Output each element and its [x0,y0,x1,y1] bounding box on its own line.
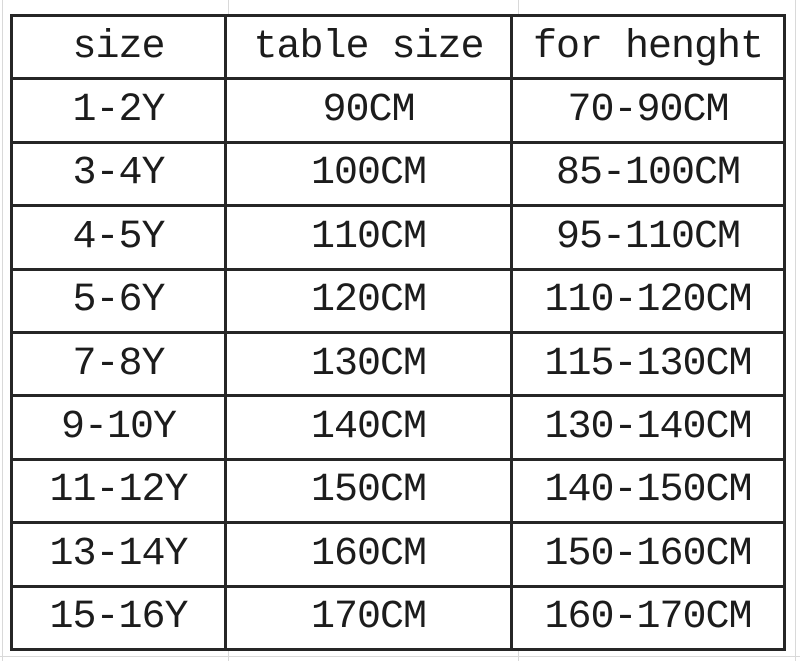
cell-table-size: 130CM [224,330,513,398]
cell-size: 13-14Y [10,521,227,588]
cell-size: 15-16Y [10,584,227,651]
cell-for-height: 115-130CM [510,330,786,398]
size-chart-table: size table size for henght 1-2Y 90CM 70-… [10,13,786,651]
cell-table-size: 100CM [224,140,513,208]
background-gridline [795,0,796,661]
cell-for-height: 160-170CM [510,584,786,651]
header-row: size table size for henght [10,13,786,81]
cell-table-size: 110CM [224,204,513,271]
cell-size: 3-4Y [10,140,227,208]
cell-table-size: 140CM [224,394,513,461]
cell-size: 9-10Y [10,394,227,461]
table-row: 15-16Y 170CM 160-170CM [10,584,786,651]
cell-for-height: 95-110CM [510,204,786,271]
cell-for-height: 85-100CM [510,140,786,208]
cell-table-size: 170CM [224,584,513,651]
cell-for-height: 130-140CM [510,394,786,461]
cell-size: 4-5Y [10,204,227,271]
cell-size: 7-8Y [10,330,227,398]
table-row: 3-4Y 100CM 85-100CM [10,140,786,208]
cell-table-size: 160CM [224,521,513,588]
table-row: 1-2Y 90CM 70-90CM [10,77,786,144]
column-header-table-size: table size [224,13,513,81]
cell-table-size: 150CM [224,457,513,525]
cell-size: 1-2Y [10,77,227,144]
table-row: 7-8Y 130CM 115-130CM [10,330,786,398]
cell-table-size: 90CM [224,77,513,144]
table-row: 9-10Y 140CM 130-140CM [10,394,786,461]
cell-for-height: 140-150CM [510,457,786,525]
background-gridline [2,0,3,661]
cell-table-size: 120CM [224,267,513,334]
background-gridline [0,656,800,657]
table-row: 4-5Y 110CM 95-110CM [10,204,786,271]
column-header-size: size [10,13,227,81]
cell-for-height: 70-90CM [510,77,786,144]
cell-size: 5-6Y [10,267,227,334]
cell-for-height: 110-120CM [510,267,786,334]
cell-for-height: 150-160CM [510,521,786,588]
table-row: 13-14Y 160CM 150-160CM [10,521,786,588]
cell-size: 11-12Y [10,457,227,525]
column-header-for-height: for henght [510,13,786,81]
table-row: 11-12Y 150CM 140-150CM [10,457,786,525]
table-row: 5-6Y 120CM 110-120CM [10,267,786,334]
